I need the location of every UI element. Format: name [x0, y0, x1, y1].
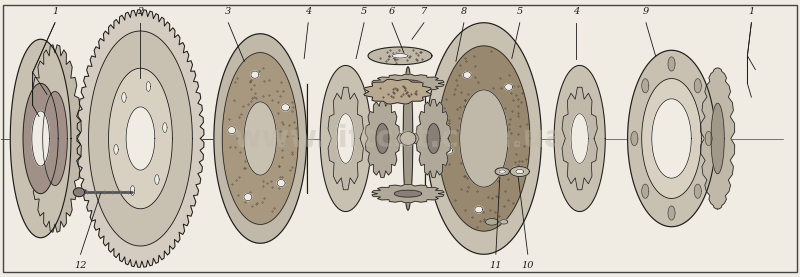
- Polygon shape: [668, 57, 675, 71]
- Polygon shape: [372, 184, 444, 203]
- Text: www.liftcat.com.ua: www.liftcat.com.ua: [234, 124, 566, 153]
- Polygon shape: [631, 132, 638, 145]
- Polygon shape: [77, 10, 204, 267]
- Polygon shape: [376, 124, 389, 153]
- Polygon shape: [642, 184, 649, 198]
- Polygon shape: [23, 83, 58, 194]
- Polygon shape: [328, 87, 363, 190]
- Text: 1: 1: [748, 7, 754, 16]
- Polygon shape: [42, 91, 67, 186]
- Polygon shape: [244, 102, 277, 175]
- Polygon shape: [701, 68, 734, 209]
- Polygon shape: [445, 147, 453, 154]
- Polygon shape: [10, 39, 71, 238]
- Polygon shape: [378, 134, 438, 143]
- Polygon shape: [499, 170, 506, 173]
- Polygon shape: [109, 68, 172, 209]
- Polygon shape: [244, 194, 252, 201]
- Polygon shape: [122, 93, 126, 102]
- Polygon shape: [74, 188, 85, 197]
- Polygon shape: [694, 184, 702, 198]
- Polygon shape: [394, 80, 422, 87]
- Polygon shape: [463, 72, 471, 78]
- Text: 5: 5: [361, 7, 367, 16]
- Polygon shape: [364, 79, 431, 104]
- Polygon shape: [368, 47, 432, 65]
- Polygon shape: [510, 166, 530, 176]
- Polygon shape: [372, 74, 444, 93]
- Polygon shape: [705, 132, 712, 145]
- Text: 11: 11: [490, 261, 502, 270]
- Polygon shape: [427, 124, 440, 153]
- Polygon shape: [500, 220, 508, 224]
- Polygon shape: [130, 186, 134, 195]
- Polygon shape: [394, 190, 422, 197]
- Polygon shape: [251, 71, 259, 78]
- Polygon shape: [562, 87, 598, 190]
- Polygon shape: [642, 79, 649, 93]
- Polygon shape: [366, 100, 399, 177]
- Polygon shape: [89, 31, 192, 246]
- Polygon shape: [126, 107, 155, 170]
- Polygon shape: [628, 50, 715, 227]
- Polygon shape: [571, 114, 588, 163]
- Polygon shape: [320, 65, 371, 212]
- Polygon shape: [460, 90, 508, 187]
- Text: 5: 5: [517, 7, 523, 16]
- Polygon shape: [392, 54, 408, 58]
- Polygon shape: [711, 103, 724, 174]
- Polygon shape: [306, 84, 307, 193]
- Polygon shape: [516, 169, 524, 174]
- Polygon shape: [32, 111, 50, 166]
- Polygon shape: [222, 53, 298, 224]
- Text: 3: 3: [225, 7, 231, 16]
- Text: 9: 9: [643, 7, 649, 16]
- Polygon shape: [554, 65, 606, 212]
- Text: 1: 1: [52, 7, 58, 16]
- Polygon shape: [426, 23, 542, 254]
- Polygon shape: [642, 78, 702, 199]
- Polygon shape: [512, 167, 520, 173]
- Polygon shape: [282, 104, 290, 111]
- Polygon shape: [486, 219, 498, 225]
- Polygon shape: [154, 175, 159, 184]
- Polygon shape: [146, 82, 150, 91]
- Polygon shape: [403, 67, 413, 210]
- Polygon shape: [495, 168, 510, 175]
- Polygon shape: [652, 99, 691, 178]
- Text: 4: 4: [573, 7, 579, 16]
- Polygon shape: [668, 206, 675, 220]
- Polygon shape: [505, 84, 513, 90]
- Text: 8: 8: [461, 7, 467, 16]
- Polygon shape: [438, 46, 530, 231]
- Text: 12: 12: [74, 261, 87, 270]
- Polygon shape: [228, 127, 236, 134]
- Polygon shape: [417, 100, 450, 177]
- Text: 10: 10: [522, 261, 534, 270]
- Polygon shape: [162, 123, 167, 132]
- Polygon shape: [277, 179, 285, 187]
- Polygon shape: [29, 45, 82, 232]
- Polygon shape: [214, 34, 306, 243]
- Polygon shape: [400, 132, 416, 145]
- Text: 4: 4: [305, 7, 311, 16]
- Text: 6: 6: [389, 7, 395, 16]
- Polygon shape: [694, 79, 702, 93]
- Polygon shape: [474, 206, 482, 213]
- Polygon shape: [114, 145, 118, 154]
- Text: 7: 7: [421, 7, 427, 16]
- Text: 2: 2: [138, 7, 143, 16]
- Polygon shape: [337, 114, 354, 163]
